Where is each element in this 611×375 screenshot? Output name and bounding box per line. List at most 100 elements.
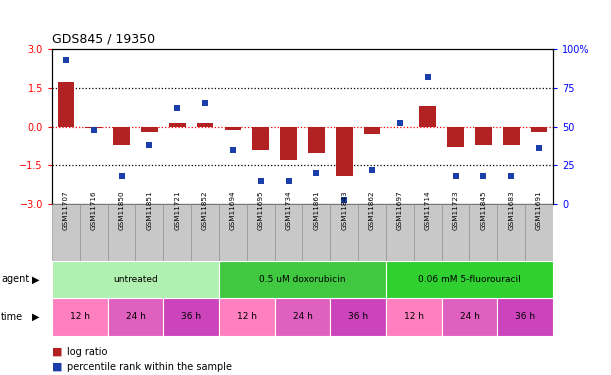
Point [451, 173, 461, 179]
Bar [447, 127, 464, 147]
Bar [141, 127, 158, 132]
Text: 36 h: 36 h [348, 312, 368, 321]
Text: ▶: ▶ [32, 274, 39, 284]
Text: GSM11707: GSM11707 [63, 190, 69, 230]
Text: 0.06 mM 5-fluorouracil: 0.06 mM 5-fluorouracil [418, 275, 521, 284]
Text: 24 h: 24 h [293, 312, 312, 321]
Bar [331, 204, 358, 261]
Point [312, 170, 321, 176]
Bar [52, 204, 80, 261]
Bar [336, 127, 353, 176]
Bar [247, 204, 274, 261]
Bar [86, 127, 102, 128]
Bar [414, 204, 442, 261]
Bar [419, 106, 436, 127]
Text: GSM11697: GSM11697 [397, 190, 403, 230]
Bar [252, 127, 269, 150]
Bar [80, 204, 108, 261]
Point [256, 178, 266, 184]
Bar [108, 204, 136, 261]
Bar [386, 204, 414, 261]
Point [61, 57, 71, 63]
Text: agent: agent [1, 274, 29, 284]
Text: 24 h: 24 h [459, 312, 480, 321]
Text: GSM11721: GSM11721 [174, 190, 180, 230]
Bar [113, 127, 130, 145]
Point [534, 146, 544, 152]
Point [228, 147, 238, 153]
Bar [386, 261, 553, 298]
Bar [52, 261, 219, 298]
Bar [503, 127, 519, 145]
Point [367, 167, 377, 173]
Bar [525, 204, 553, 261]
Text: ▶: ▶ [32, 312, 39, 322]
Bar [136, 204, 163, 261]
Point [172, 105, 182, 111]
Text: ■: ■ [52, 347, 62, 357]
Point [423, 74, 433, 80]
Bar [163, 298, 219, 336]
Text: GSM11683: GSM11683 [508, 190, 514, 230]
Text: GSM11845: GSM11845 [480, 190, 486, 230]
Text: 36 h: 36 h [181, 312, 201, 321]
Point [144, 142, 154, 148]
Text: GSM11850: GSM11850 [119, 190, 125, 230]
Text: GSM11716: GSM11716 [90, 190, 97, 230]
Text: GSM11861: GSM11861 [313, 190, 320, 230]
Bar [224, 127, 241, 130]
Text: GSM11851: GSM11851 [147, 190, 152, 230]
Bar [331, 298, 386, 336]
Bar [497, 298, 553, 336]
Text: log ratio: log ratio [67, 347, 108, 357]
Bar [280, 127, 297, 160]
Text: GSM11852: GSM11852 [202, 190, 208, 230]
Text: 12 h: 12 h [404, 312, 424, 321]
Bar [219, 204, 247, 261]
Point [339, 197, 349, 203]
Text: GSM11843: GSM11843 [341, 190, 347, 230]
Bar [386, 298, 442, 336]
Bar [308, 127, 324, 153]
Text: GSM11695: GSM11695 [258, 190, 264, 230]
Bar [274, 204, 302, 261]
Point [89, 127, 98, 133]
Text: GSM11691: GSM11691 [536, 190, 542, 230]
Text: 24 h: 24 h [125, 312, 145, 321]
Bar [475, 127, 492, 145]
Point [507, 173, 516, 179]
Point [478, 173, 488, 179]
Text: 36 h: 36 h [515, 312, 535, 321]
Point [117, 173, 126, 179]
Point [200, 100, 210, 106]
Text: 12 h: 12 h [70, 312, 90, 321]
Bar [358, 204, 386, 261]
Text: ■: ■ [52, 362, 62, 372]
Bar [108, 298, 163, 336]
Bar [169, 123, 186, 127]
Text: percentile rank within the sample: percentile rank within the sample [67, 362, 232, 372]
Bar [219, 261, 386, 298]
Text: GDS845 / 19350: GDS845 / 19350 [52, 32, 155, 45]
Point [284, 178, 293, 184]
Bar [52, 298, 108, 336]
Text: GSM11694: GSM11694 [230, 190, 236, 230]
Bar [219, 298, 274, 336]
Text: GSM11714: GSM11714 [425, 190, 431, 230]
Bar [163, 204, 191, 261]
Bar [531, 127, 547, 132]
Bar [497, 204, 525, 261]
Bar [197, 123, 213, 127]
Bar [274, 298, 331, 336]
Point [395, 120, 404, 126]
Bar [57, 82, 74, 127]
Bar [302, 204, 331, 261]
Text: GSM11734: GSM11734 [285, 190, 291, 230]
Bar [191, 204, 219, 261]
Bar [442, 298, 497, 336]
Bar [442, 204, 469, 261]
Bar [469, 204, 497, 261]
Text: GSM11723: GSM11723 [453, 190, 458, 230]
Text: untreated: untreated [113, 275, 158, 284]
Bar [364, 127, 381, 134]
